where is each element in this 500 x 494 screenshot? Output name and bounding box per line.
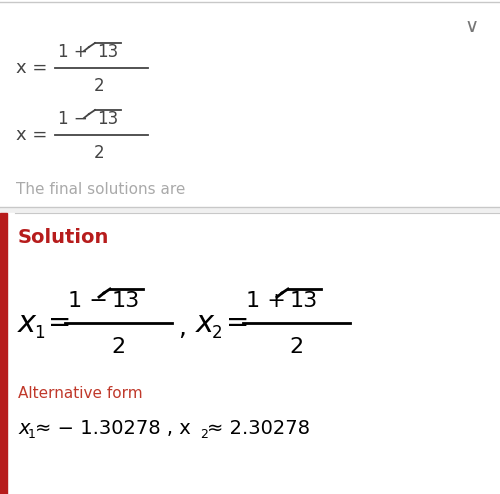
Text: 2: 2 — [111, 337, 125, 357]
Text: x: x — [18, 308, 36, 337]
Text: 2: 2 — [212, 324, 222, 342]
Text: 1: 1 — [34, 324, 44, 342]
Text: Alternative form: Alternative form — [18, 385, 142, 401]
Text: x =: x = — [16, 126, 48, 144]
Text: 2: 2 — [94, 144, 104, 162]
Text: 1 +: 1 + — [246, 291, 286, 311]
Text: 2: 2 — [200, 427, 208, 441]
Text: 2: 2 — [289, 337, 303, 357]
Text: 13: 13 — [97, 43, 118, 61]
Text: 1 −: 1 − — [58, 110, 88, 128]
Bar — [0, 213, 500, 494]
Text: Solution: Solution — [18, 228, 110, 247]
Text: 13: 13 — [290, 291, 318, 311]
Text: x: x — [196, 308, 214, 337]
Text: =: = — [48, 309, 72, 337]
Text: 1 −: 1 − — [68, 291, 108, 311]
Bar — [0, 213, 7, 494]
Text: ≈ − 1.30278 , x: ≈ − 1.30278 , x — [35, 418, 191, 438]
Text: 13: 13 — [112, 291, 140, 311]
Text: ∨: ∨ — [465, 16, 479, 36]
Text: 1: 1 — [28, 427, 36, 441]
Text: x =: x = — [16, 59, 48, 77]
Text: The final solutions are: The final solutions are — [16, 181, 185, 197]
Text: x: x — [18, 418, 30, 438]
Text: ,: , — [178, 316, 186, 340]
Text: =: = — [226, 309, 250, 337]
Bar — [0, 0, 500, 207]
Text: ≈ 2.30278: ≈ 2.30278 — [207, 418, 310, 438]
Text: 1 +: 1 + — [58, 43, 88, 61]
Text: 13: 13 — [97, 110, 118, 128]
Text: 2: 2 — [94, 77, 104, 95]
